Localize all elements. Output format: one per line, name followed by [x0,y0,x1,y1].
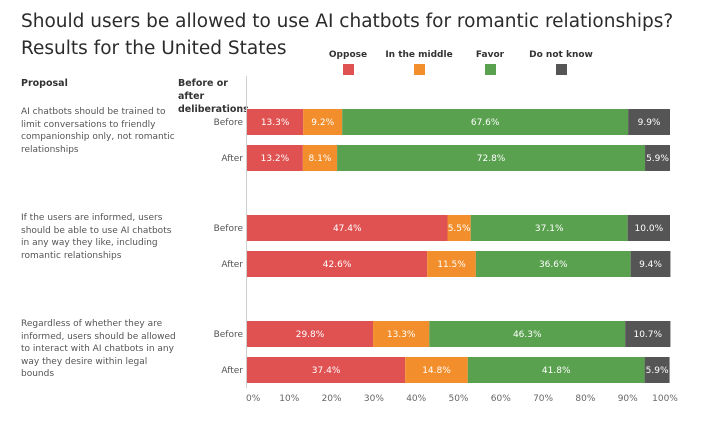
legend-swatch [342,64,354,75]
bar-segment [302,145,338,171]
bar-segment [247,215,448,241]
bar-segment [470,215,628,241]
row-label: After [221,366,243,376]
proposal-text: Regardless of whether they are informed,… [21,319,176,379]
data-label: 10.7% [633,330,662,340]
legend-label: Favor [475,50,505,60]
bar-segment [447,215,471,241]
bar-segment [337,145,646,171]
x-tick-label: 60% [491,394,511,404]
data-label: 9.9% [638,118,661,128]
proposal-text: AI chatbots should be trained to limit c… [21,107,175,155]
data-label: 11.5% [437,260,466,270]
x-tick-label: 0% [246,394,261,404]
legend-swatch [413,64,425,75]
bar-segment [247,145,303,171]
bar-segment [645,145,670,171]
data-label: 8.1% [309,154,332,164]
legend-label: In the middle [385,50,453,60]
chart-title: Should users be allowed to use AI chatbo… [21,11,674,59]
row-label: Before [214,118,244,128]
row-label: Before [214,330,244,340]
x-tick-label: 80% [575,394,595,404]
bar-segment [630,251,671,277]
data-label: 5.5% [448,224,471,234]
legend-item: Do not know [521,50,601,75]
bar-segment [467,357,645,383]
legend-item: In the middle [379,50,459,75]
data-label: 14.8% [422,366,451,376]
bar-segment [247,109,304,135]
data-label: 41.8% [542,366,571,376]
data-label: 46.3% [513,330,542,340]
bar-segment [475,251,631,277]
proposal-column-header: Proposal [21,78,68,89]
x-tick-label: 40% [406,394,426,404]
bar-segment [405,357,468,383]
data-label: 9.4% [639,260,662,270]
bar-segment [373,321,430,347]
bar-segment [247,251,428,277]
data-label: 67.6% [471,118,500,128]
data-label: 10.0% [635,224,664,234]
data-label: 29.8% [296,330,325,340]
x-tick-label: 70% [533,394,553,404]
legend-label: Do not know [529,50,593,60]
data-label: 13.3% [387,330,416,340]
bar-segment [247,357,406,383]
legend-swatch [555,64,567,75]
x-tick-label: 30% [364,394,384,404]
data-label: 37.1% [535,224,564,234]
data-label: 5.9% [646,154,669,164]
row-label: After [221,154,243,164]
x-tick-label: 20% [322,394,342,404]
before-after-column-header: Before or after deliberations [178,78,249,115]
legend-item: Oppose [308,50,388,75]
x-tick-label: 10% [279,394,299,404]
x-tick-label: 90% [618,394,638,404]
data-label: 13.3% [261,118,290,128]
bar-segment [303,109,343,135]
data-label: 9.2% [311,118,334,128]
bar-segment [627,215,670,241]
data-label: 72.8% [477,154,506,164]
bar-segment [247,321,374,347]
data-label: 36.6% [539,260,568,270]
x-tick-label: 50% [448,394,468,404]
legend-swatch [484,64,496,75]
bar-segment [644,357,670,383]
bar-segment [429,321,626,347]
row-label: After [221,260,243,270]
bar-segment [628,109,670,135]
legend-label: Oppose [328,50,368,60]
data-label: 13.2% [261,154,290,164]
bar-segment [427,251,476,277]
proposal-text: If the users are informed, users should … [21,213,172,261]
data-label: 42.6% [323,260,352,270]
x-tick-label: 100% [652,394,678,404]
data-label: 47.4% [333,224,362,234]
bar-segment [342,109,629,135]
row-label: Before [214,224,244,234]
data-label: 37.4% [312,366,341,376]
bar-segment [625,321,671,347]
legend-item: Favor [450,50,530,75]
data-label: 5.9% [646,366,669,376]
